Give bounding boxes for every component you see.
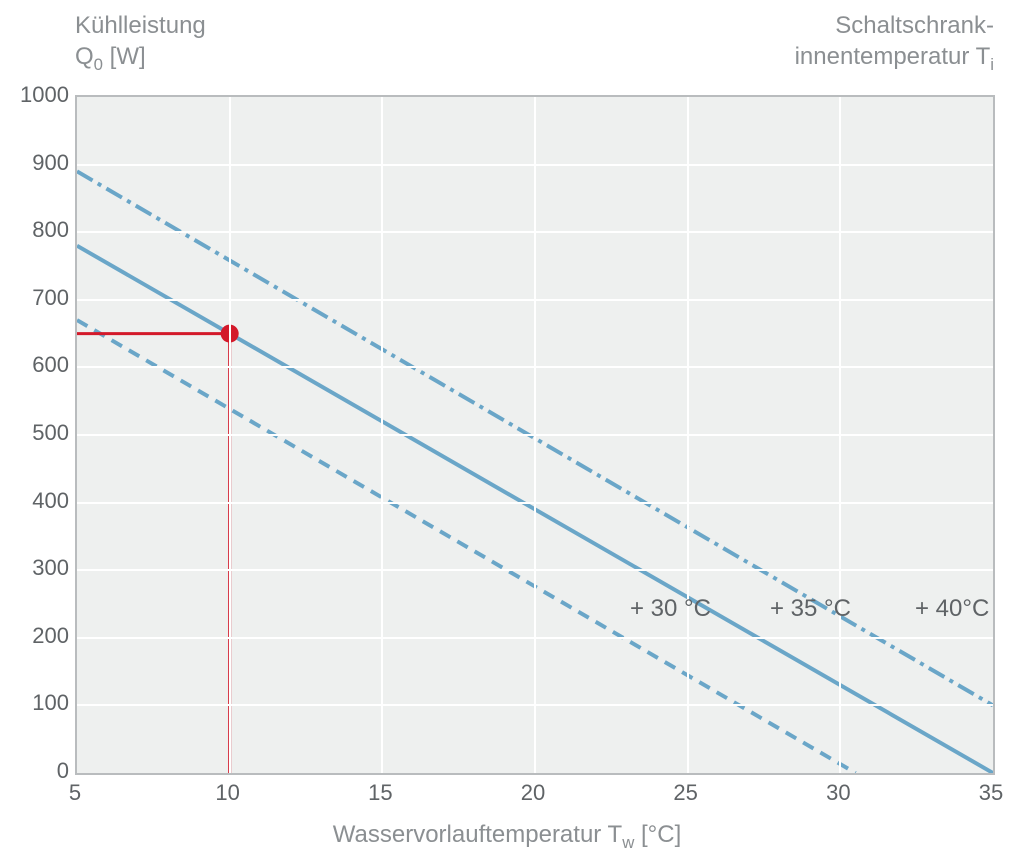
y-tick-label: 100: [9, 690, 69, 716]
chart-container: Kühlleistung Q0 [W] Schaltschrank- innen…: [0, 0, 1014, 867]
y-title-line2: Q0 [W]: [75, 43, 146, 70]
y-tick-label: 0: [9, 758, 69, 784]
y-tick-label: 600: [9, 352, 69, 378]
gridline-vertical: [687, 97, 689, 773]
right-title-line1: Schaltschrank-: [835, 12, 994, 39]
series-label: + 30 °C: [630, 595, 711, 623]
plot-area: [75, 95, 995, 775]
x-tick-label: 10: [215, 780, 239, 806]
x-tick-label: 35: [979, 780, 1003, 806]
x-tick-label: 15: [368, 780, 392, 806]
x-tick-label: 5: [69, 780, 81, 806]
series-label: + 35 °C: [770, 595, 851, 623]
y-tick-label: 900: [9, 150, 69, 176]
right-title-line2: innentemperatur Ti: [795, 43, 994, 70]
x-tick-label: 20: [521, 780, 545, 806]
y-tick-label: 200: [9, 623, 69, 649]
gridline-vertical: [381, 97, 383, 773]
y-tick-label: 400: [9, 488, 69, 514]
x-tick-label: 30: [826, 780, 850, 806]
y-title-line1: Kühlleistung: [75, 12, 206, 39]
y-tick-label: 800: [9, 217, 69, 243]
gridline-vertical: [839, 97, 841, 773]
y-tick-label: 500: [9, 420, 69, 446]
y-tick-label: 1000: [9, 82, 69, 108]
y-tick-label: 700: [9, 285, 69, 311]
x-axis-title: Wasservorlauftemperatur Tw [°C]: [0, 821, 1014, 853]
series-label: + 40°C: [915, 595, 989, 623]
gridline-vertical: [534, 97, 536, 773]
gridline-vertical: [229, 97, 231, 773]
y-tick-label: 300: [9, 555, 69, 581]
y-axis-title: Kühlleistung Q0 [W]: [75, 10, 206, 76]
x-tick-label: 25: [673, 780, 697, 806]
secondary-title: Schaltschrank- innentemperatur Ti: [795, 10, 994, 76]
